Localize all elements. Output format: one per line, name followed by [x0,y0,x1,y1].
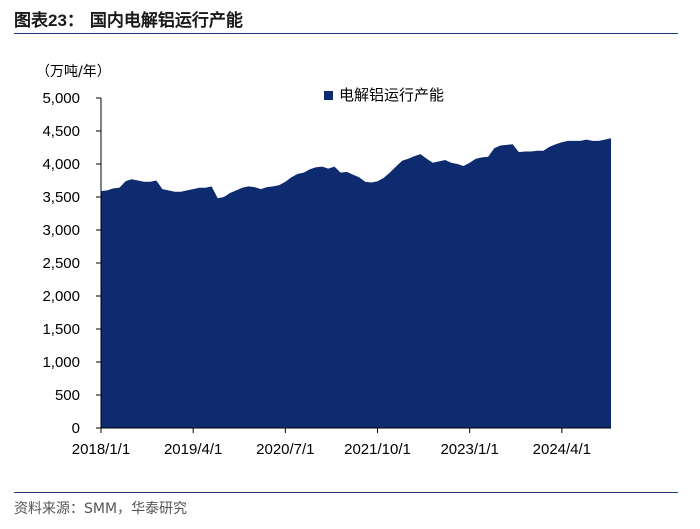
x-tick-label: 2019/4/1 [164,441,222,458]
y-tick-label: 0 [72,420,80,437]
y-tick-label: 1,000 [42,354,80,371]
figure-label: 图表23： [14,11,84,30]
y-tick-label: 2,000 [42,288,80,305]
y-tick-label: 2,500 [42,255,80,272]
figure-title-text: 国内电解铝运行产能 [89,11,243,31]
x-tick-label: 2018/1/1 [72,441,130,458]
legend-swatch [324,91,333,100]
footer-divider [14,492,678,493]
title-divider [14,33,678,34]
x-tick-label: 2020/7/1 [256,441,314,458]
y-tick-label: 4,500 [42,123,80,140]
area-chart: （万吨/年） 0 500 1,000 1,500 2,000 2,500 3,000 3,50… [36,64,611,458]
legend: 电解铝运行产能 [324,86,444,104]
y-tick-label: 500 [55,387,80,404]
capacity-area [101,138,611,429]
y-tick-label: 5,000 [42,90,80,107]
x-tick-label: 2024/4/1 [533,441,591,458]
figure-title: 图表23： 国内电解铝运行产能 [14,6,243,31]
x-tick-label: 2023/1/1 [440,441,498,458]
y-tick-label: 4,000 [42,156,80,173]
source-note: 资料来源：SMM，华泰研究 [14,501,188,517]
y-axis-unit-label: （万吨/年） [36,64,111,80]
x-tick-label: 2021/10/1 [344,441,411,458]
y-tick-label: 3,000 [42,222,80,239]
x-axis-ticks: 2018/1/1 2019/4/1 2020/7/1 2021/10/1 2023/1/… [72,428,591,458]
y-tick-label: 3,500 [42,189,80,206]
y-axis-ticks: 0 500 1,000 1,500 2,000 2,500 3,000 3,500 4,000 4… [42,90,101,437]
y-tick-label: 1,500 [42,321,80,338]
legend-label: 电解铝运行产能 [339,86,444,104]
